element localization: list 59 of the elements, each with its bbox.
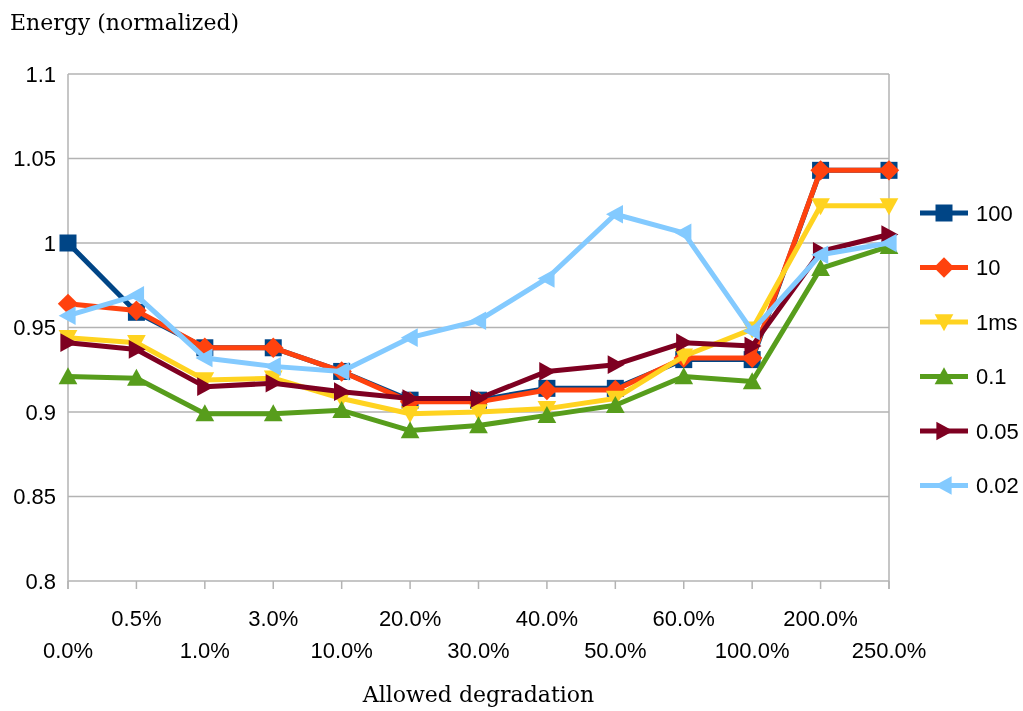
- x-axis-title: Allowed degradation: [361, 682, 595, 707]
- x-tick-label: 50.0%: [584, 638, 647, 663]
- point: [674, 223, 692, 243]
- point: [607, 355, 625, 375]
- y-tick-label: 1: [43, 230, 56, 256]
- point: [58, 367, 78, 385]
- point: [195, 348, 213, 368]
- y-axis-title: Energy (normalized): [10, 10, 240, 35]
- point: [879, 233, 897, 253]
- point: [744, 336, 762, 356]
- x-tick-label: 60.0%: [652, 606, 715, 631]
- legend-label: 1ms: [976, 309, 1018, 335]
- x-tick-label: 3.0%: [248, 606, 299, 631]
- point: [195, 404, 215, 422]
- point: [332, 400, 352, 418]
- point: [127, 286, 145, 305]
- point: [879, 198, 899, 216]
- point: [265, 373, 283, 393]
- point: [537, 269, 555, 288]
- point: [400, 421, 420, 439]
- point: [128, 340, 146, 359]
- x-tick-label: 0.0%: [42, 638, 94, 663]
- legend-label: 0.1: [976, 364, 1007, 390]
- legend-label: 0.05: [976, 418, 1019, 444]
- point: [605, 395, 625, 413]
- point: [605, 204, 623, 224]
- point: [469, 416, 488, 434]
- point: [57, 293, 79, 315]
- legend-label: 100: [976, 200, 1013, 226]
- x-tick-label: 20.0%: [378, 606, 442, 631]
- x-tick-label: 200.0%: [783, 606, 858, 631]
- point: [58, 306, 76, 326]
- point: [811, 259, 830, 276]
- x-tick-label: 1.0%: [179, 638, 230, 663]
- x-tick-label: 100.0%: [714, 638, 790, 663]
- point: [811, 245, 829, 265]
- x-tick-label: 10.0%: [310, 638, 373, 663]
- y-tick-label: 0.9: [25, 399, 56, 425]
- point: [537, 406, 557, 424]
- legend-label: 0.02: [976, 473, 1019, 499]
- x-tick-label: 30.0%: [447, 638, 510, 663]
- y-tick-label: 1.05: [13, 146, 56, 172]
- point: [674, 367, 694, 385]
- point: [742, 372, 762, 390]
- legend-label: 10: [976, 255, 1001, 281]
- y-tick-label: 1.1: [25, 61, 56, 87]
- x-tick-label: 0.5%: [111, 606, 162, 631]
- point: [811, 198, 830, 216]
- y-tick-label: 0.95: [13, 315, 56, 341]
- point: [400, 406, 420, 424]
- point: [263, 404, 283, 422]
- point: [469, 311, 487, 331]
- x-tick-label: 250.0%: [851, 638, 927, 663]
- point: [59, 234, 77, 252]
- point: [127, 368, 146, 386]
- y-tick-label: 0.8: [25, 568, 56, 594]
- point: [400, 328, 418, 347]
- y-tick-label: 0.85: [13, 484, 56, 510]
- x-tick-label: 40.0%: [515, 606, 579, 631]
